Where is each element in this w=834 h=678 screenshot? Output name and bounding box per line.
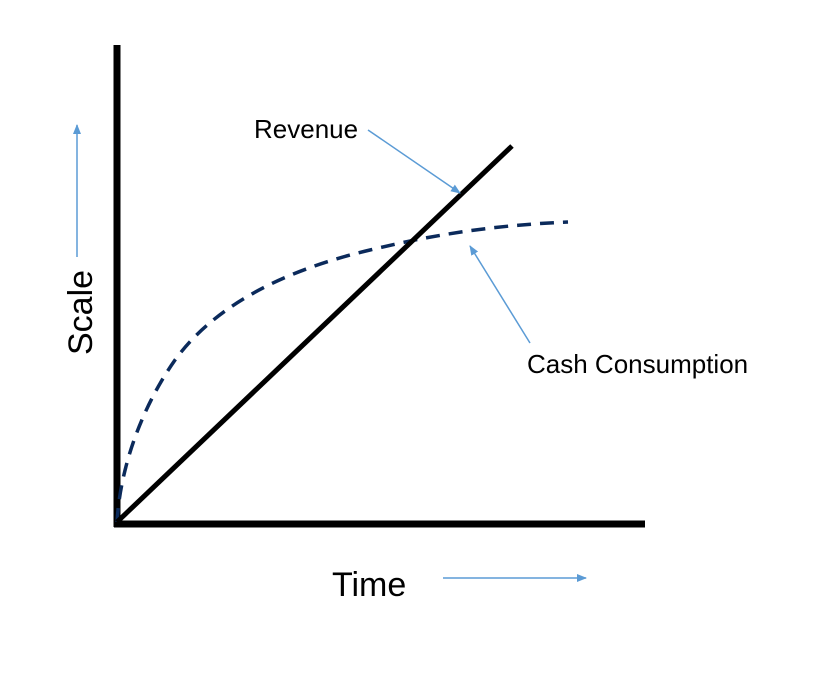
cash-consumption-label: Cash Consumption [527, 349, 748, 379]
x-axis-label: Time [332, 566, 406, 604]
cash-consumption-curve [115, 220, 569, 523]
y-axis-label: Scale [62, 270, 100, 355]
revenue-pointer-arrow [367, 129, 461, 194]
revenue-line [115, 144, 514, 524]
revenue-label: Revenue [254, 114, 358, 144]
cash-consumption-pointer-arrow [469, 245, 531, 344]
